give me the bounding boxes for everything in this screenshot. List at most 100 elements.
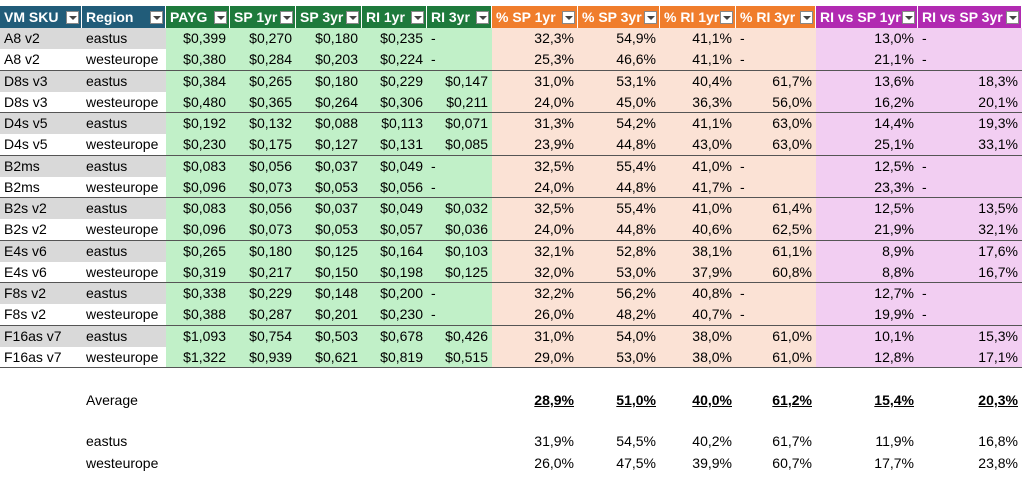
filter-button[interactable] [1006, 11, 1019, 24]
cell: 26,0% [492, 304, 578, 326]
cell: - [918, 155, 1022, 177]
summary-value: 40,2% [692, 433, 732, 449]
cell: 38,0% [660, 325, 736, 347]
filter-button[interactable] [720, 11, 733, 24]
cell: - [918, 283, 1022, 305]
cell: 15,3% [918, 325, 1022, 347]
cell: $0,515 [427, 346, 492, 368]
cell: 53,0% [578, 261, 660, 283]
cell: 53,1% [578, 70, 660, 92]
cell: D4s v5 [0, 134, 82, 156]
filter-button[interactable] [902, 11, 915, 24]
filter-button[interactable] [150, 11, 163, 24]
cell: - [427, 28, 492, 50]
cell: $0,150 [296, 261, 362, 283]
cell: eastus [82, 113, 166, 135]
summary-value: 11,9% [875, 433, 914, 449]
column-header: RI vs SP 3yr [918, 6, 1022, 28]
cell: $0,217 [230, 261, 296, 283]
cell: 61,1% [736, 240, 816, 262]
cell: 33,1% [918, 134, 1022, 156]
summary-value: 17,7% [874, 455, 914, 471]
cell: E4s v6 [0, 261, 82, 283]
column-header: % RI 1yr [660, 6, 736, 28]
cell: 54,2% [578, 113, 660, 135]
cell: 63,0% [736, 134, 816, 156]
cell: $0,148 [296, 283, 362, 305]
cell: - [427, 49, 492, 71]
cell: 24,0% [492, 91, 578, 113]
cell: $0,224 [362, 49, 427, 71]
cell: 31,0% [492, 70, 578, 92]
cell: $0,230 [166, 134, 230, 156]
cell: - [427, 304, 492, 326]
cell: 21,1% [816, 49, 918, 71]
cell: 43,0% [660, 134, 736, 156]
cell: $0,380 [166, 49, 230, 71]
cell: 44,8% [578, 134, 660, 156]
cell: F8s v2 [0, 283, 82, 305]
filter-button[interactable] [644, 11, 657, 24]
cell: $0,053 [296, 176, 362, 198]
filter-button[interactable] [66, 11, 79, 24]
summary-label: Average [86, 392, 138, 408]
filter-button[interactable] [346, 11, 359, 24]
cell: $0,125 [296, 240, 362, 262]
cell: 38,0% [660, 346, 736, 368]
column-header: RI vs SP 1yr [816, 6, 918, 28]
cell: 24,0% [492, 176, 578, 198]
cell: $0,338 [166, 283, 230, 305]
cell: eastus [82, 28, 166, 50]
summary-value: 47,5% [616, 455, 656, 471]
cell: 61,0% [736, 325, 816, 347]
cell: $0,203 [296, 49, 362, 71]
cell: D8s v3 [0, 70, 82, 92]
cell: $0,073 [230, 176, 296, 198]
cell: 16,7% [918, 261, 1022, 283]
summary-value: 20,3% [978, 392, 1018, 408]
cell: 60,8% [736, 261, 816, 283]
cell: 36,3% [660, 91, 736, 113]
cell: 25,3% [492, 49, 578, 71]
cell: 53,0% [578, 346, 660, 368]
cell: 23,9% [492, 134, 578, 156]
cell: $0,127 [296, 134, 362, 156]
cell: D4s v5 [0, 113, 82, 135]
cell: $0,265 [166, 240, 230, 262]
cell: $0,192 [166, 113, 230, 135]
filter-button[interactable] [562, 11, 575, 24]
filter-button[interactable] [476, 11, 489, 24]
cell: - [918, 304, 1022, 326]
cell: $0,056 [362, 176, 427, 198]
cell: 41,1% [660, 28, 736, 50]
cell: 40,8% [660, 283, 736, 305]
cell: $0,049 [362, 155, 427, 177]
summary-label: eastus [86, 433, 128, 449]
cell: $0,132 [230, 113, 296, 135]
cell: 12,5% [816, 155, 918, 177]
summary-value: 51,0% [616, 392, 656, 408]
filter-button[interactable] [280, 11, 293, 24]
cell: 63,0% [736, 113, 816, 135]
cell: 46,6% [578, 49, 660, 71]
cell: $0,678 [362, 325, 427, 347]
cell: 62,5% [736, 219, 816, 241]
cell: $0,230 [362, 304, 427, 326]
cell: B2s v2 [0, 198, 82, 220]
cell: $0,053 [296, 219, 362, 241]
filter-button[interactable] [800, 11, 813, 24]
filter-button[interactable] [411, 11, 424, 24]
cell: $0,503 [296, 325, 362, 347]
cell: $0,211 [427, 91, 492, 113]
cell: eastus [82, 70, 166, 92]
cell: 52,8% [578, 240, 660, 262]
cell: $0,125 [427, 261, 492, 283]
filter-button[interactable] [214, 11, 227, 24]
cell: $0,621 [296, 346, 362, 368]
row-border [0, 69, 1022, 71]
cell: $0,264 [296, 91, 362, 113]
cell: $0,480 [166, 91, 230, 113]
cell: 13,0% [816, 28, 918, 50]
cell: $0,284 [230, 49, 296, 71]
row-border [0, 112, 1022, 113]
